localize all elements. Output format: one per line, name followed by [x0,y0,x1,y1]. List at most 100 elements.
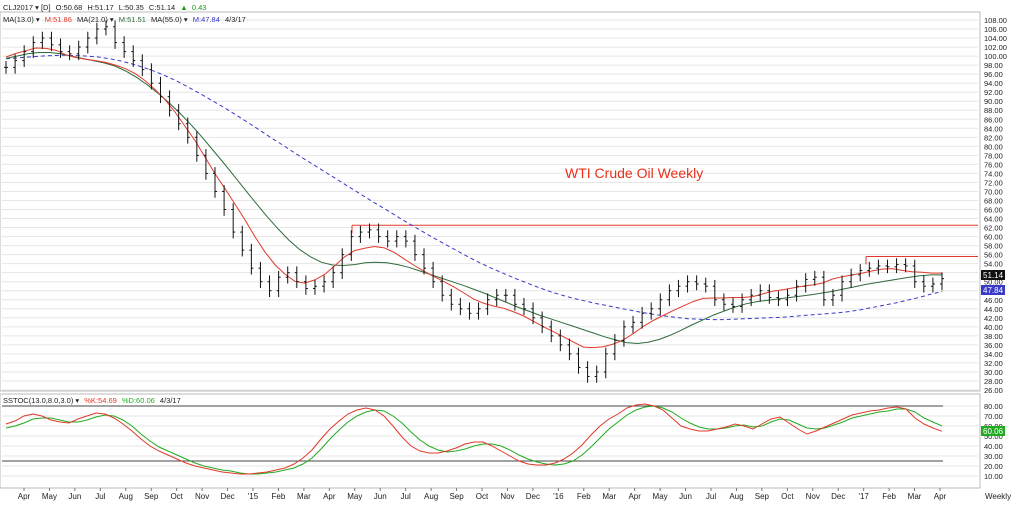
price-tick-label: 30.00 [984,368,1003,377]
price-tick-label: 94.00 [984,79,1003,88]
price-bar [794,279,799,302]
price-bar [322,275,327,293]
price-bar [503,288,508,302]
price-bar [294,266,299,289]
stoch-tick-label: 70.00 [984,412,1003,421]
price-bar [40,31,45,49]
price-tick-label: 68.00 [984,196,1003,205]
price-tick-label: 96.00 [984,70,1003,79]
time-axis-label: Apr [18,492,31,501]
price-bar [667,284,672,307]
stoch-panel [0,393,981,489]
stoch-tick-label: 80.00 [984,402,1003,411]
price-bar [730,297,735,313]
time-axis-label: Oct [476,492,489,501]
price-bar [649,302,654,320]
price-tick-label: 78.00 [984,151,1003,160]
price-tick-label: 60.00 [984,233,1003,242]
price-bar [703,277,708,293]
price-bar [258,261,263,289]
price-bar [785,288,790,307]
price-bar [403,230,408,248]
price-bar [131,45,136,67]
price-bar [576,347,581,374]
price-bar [858,264,863,282]
price-bar [113,20,118,49]
time-axis-label: Dec [526,492,540,501]
price-tick-label: 32.00 [984,359,1003,368]
price-bar [431,261,436,289]
low-value: L:50.35 [119,3,144,12]
price-bar [840,275,845,302]
price-bar [158,76,163,104]
price-bar [331,266,336,289]
ma-legend[interactable]: MA(13.0) ▾ M:51.86 MA(21.0) ▾ M:51.51 MA… [3,15,246,24]
ma-date: 4/3/17 [225,15,246,24]
period-selector[interactable]: Weekly [985,492,1011,501]
up-arrow-icon: ▲ [180,3,187,12]
price-bar [349,230,354,261]
price-bar [930,277,935,293]
price-bar [849,268,854,289]
svg-text:60.06: 60.06 [983,427,1004,436]
price-bar [394,230,399,248]
price-tick-label: 76.00 [984,160,1003,169]
price-tick-label: 102.00 [984,43,1007,52]
time-axis-label: Mar [297,492,311,501]
price-bar [449,288,454,311]
time-axis-label: Nov [500,492,514,501]
time-axis-label: Jun [68,492,81,501]
time-axis-label: Aug [119,492,133,501]
time-axis-label: Nov [195,492,209,501]
price-bar [58,38,63,58]
price-tick-label: 70.00 [984,187,1003,196]
stoch-legend[interactable]: SSTOC(13.0,8.0,3.0) ▾ %K:54.69 %D:60.06 … [3,396,181,405]
price-bar [712,279,717,307]
price-bar [803,273,808,293]
price-tick-label: 80.00 [984,142,1003,151]
stoch-date: 4/3/17 [160,396,181,405]
price-tick-label: 56.00 [984,251,1003,260]
price-axis: 26.0028.0030.0032.0034.0036.0038.0040.00… [984,16,1007,395]
time-axis[interactable]: Apr May Jun Jul Aug Sep Oct Nov Dec '15 Feb Mar Apr M… [18,488,947,501]
price-tick-label: 92.00 [984,88,1003,97]
price-tick-label: 50.00 [984,278,1003,287]
stoch-k-value: %K:54.69 [84,396,117,405]
time-axis-label: Apr [323,492,336,501]
price-tick-label: 26.00 [984,386,1003,395]
price-bar [276,270,281,298]
symbol-header[interactable]: CLJ2017 ▾ [D] O:50.68 H:51.17 L:50.35 C:… [3,3,206,12]
price-tick-label: 84.00 [984,124,1003,133]
price-bar [540,311,545,334]
time-axis-label: May [42,492,57,501]
price-bar [213,167,218,198]
price-bar [240,225,245,257]
time-axis-label: Apr [934,492,947,501]
price-bar [422,248,427,275]
price-bar [231,203,236,239]
price-bar [4,61,8,74]
stoch-k-line [5,403,943,475]
price-tick-label: 42.00 [984,314,1003,323]
price-bar [594,365,599,383]
price-tick-label: 36.00 [984,341,1003,350]
price-bar [821,270,826,307]
time-axis-label: Aug [424,492,438,501]
price-bar [776,291,781,307]
price-tick-label: 86.00 [984,115,1003,124]
price-bar [767,284,772,304]
svg-text:MA(13.0) ▾ M:51.86: MA(13.0) ▾ M:51.86 MA(21.0) ▾ M:51.51 MA… [3,15,246,24]
resistance-levels [351,224,978,265]
price-tick-label: 104.00 [984,34,1007,43]
price-bar [912,259,917,289]
last-price-tag: 51.14 [981,270,1005,280]
time-axis-label: Dec [220,492,234,501]
price-tick-label: 34.00 [984,350,1003,359]
price-bar [185,117,190,144]
price-bar [440,275,445,302]
time-axis-label: Oct [781,492,794,501]
time-axis-label: '16 [553,492,564,501]
price-bar [149,63,154,90]
